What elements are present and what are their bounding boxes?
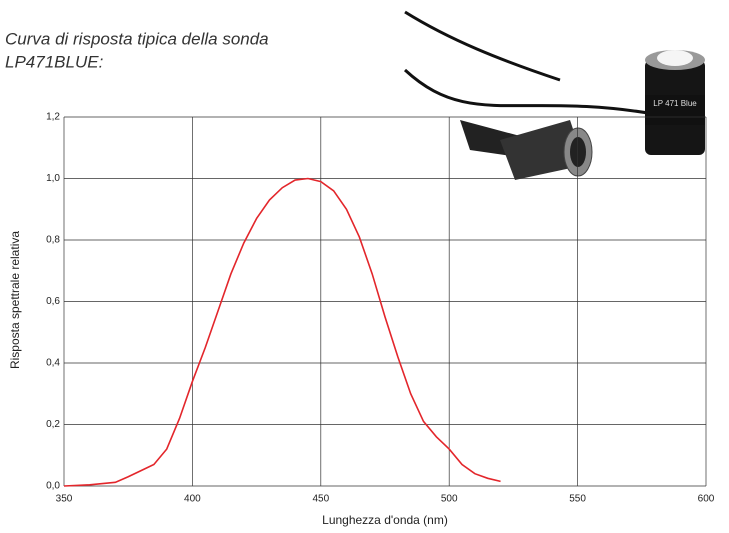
y-tick-label: 0,8 bbox=[46, 235, 60, 246]
y-tick-label: 0,2 bbox=[46, 419, 60, 430]
y-tick-label: 0,4 bbox=[46, 358, 60, 369]
product-photo bbox=[403, 10, 705, 180]
x-tick-label: 450 bbox=[312, 494, 329, 505]
y-tick-label: 0,6 bbox=[46, 296, 60, 307]
y-tick-label: 0,0 bbox=[46, 481, 60, 492]
photo-label: LP 471 Blue bbox=[653, 99, 697, 108]
y-tick-label: 1,2 bbox=[46, 112, 60, 123]
x-tick-label: 550 bbox=[569, 494, 586, 505]
chart-title: LP471BLUE: bbox=[5, 52, 104, 71]
data-line bbox=[63, 177, 501, 487]
y-tick-label: 1,0 bbox=[46, 173, 60, 184]
x-tick-label: 400 bbox=[184, 494, 201, 505]
x-axis-label: Lunghezza d'onda (nm) bbox=[322, 513, 448, 527]
x-tick-label: 500 bbox=[441, 494, 458, 505]
chart-title: Curva di risposta tipica della sonda bbox=[5, 29, 269, 48]
x-tick-label: 600 bbox=[698, 494, 715, 505]
y-axis-label: Risposta spettrale relativa bbox=[8, 231, 22, 369]
x-tick-label: 350 bbox=[56, 494, 73, 505]
